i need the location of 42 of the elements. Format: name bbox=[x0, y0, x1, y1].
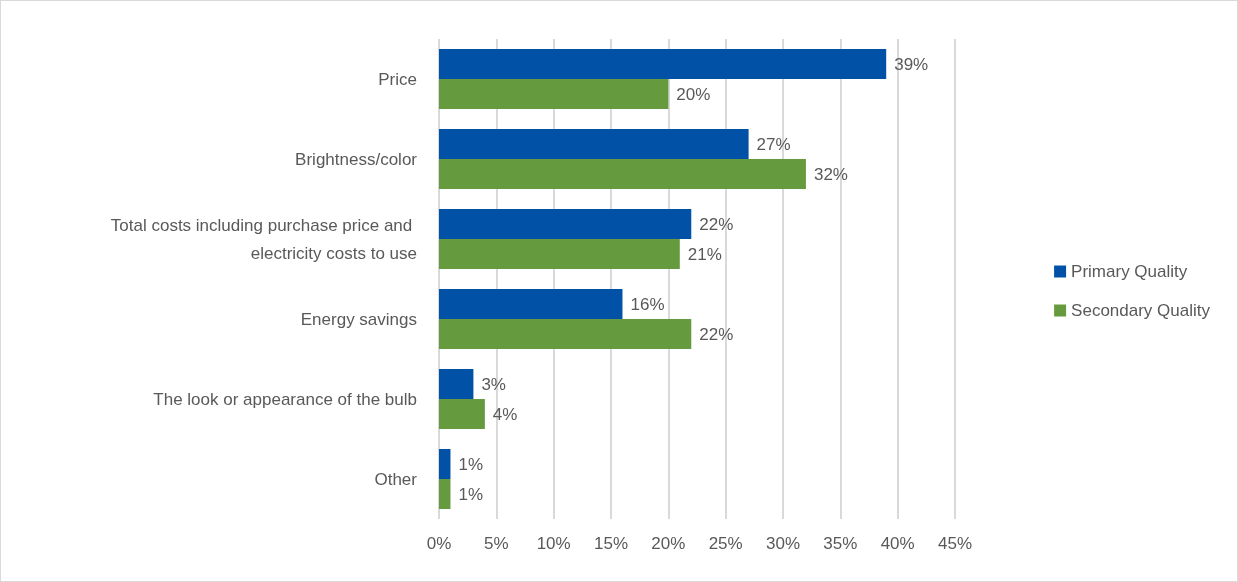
bar bbox=[439, 399, 485, 429]
y-tick-label: The look or appearance of the bulb bbox=[153, 389, 417, 409]
y-tick-label: Energy savings bbox=[300, 309, 417, 329]
data-label: 3% bbox=[481, 374, 506, 394]
bar bbox=[439, 319, 692, 349]
y-tick-label: Brightness/color bbox=[295, 149, 418, 169]
x-tick-label: 30% bbox=[765, 534, 801, 553]
data-label: 4% bbox=[492, 404, 518, 424]
data-label: 39% bbox=[894, 54, 929, 74]
bar bbox=[439, 49, 887, 79]
legend-label: Secondary Quality bbox=[1071, 301, 1211, 320]
data-label: 27% bbox=[756, 134, 791, 154]
x-tick-label: 40% bbox=[880, 534, 915, 553]
bar bbox=[439, 239, 680, 269]
bar bbox=[439, 369, 474, 399]
x-tick-label: 10% bbox=[536, 534, 571, 553]
legend-label: Primary Quality bbox=[1071, 262, 1188, 281]
bar bbox=[439, 479, 451, 509]
data-label: 20% bbox=[676, 84, 711, 104]
bar bbox=[439, 209, 692, 239]
bar bbox=[439, 449, 451, 479]
x-tick-label: 20% bbox=[651, 534, 686, 553]
data-label: 22% bbox=[699, 324, 734, 344]
x-tick-label: 25% bbox=[708, 534, 743, 553]
data-label: 22% bbox=[699, 214, 734, 234]
bar bbox=[439, 79, 669, 109]
y-tick-label: Other bbox=[374, 469, 418, 489]
data-label: 1% bbox=[458, 454, 484, 474]
data-label: 16% bbox=[630, 294, 665, 314]
data-label: 21% bbox=[687, 244, 722, 264]
x-tick-label: 45% bbox=[937, 534, 973, 553]
y-tick-label: Total costs including purchase price and electricity costs to use bbox=[110, 215, 417, 263]
bar bbox=[439, 289, 623, 319]
x-tick-label: 0% bbox=[426, 534, 452, 553]
x-tick-label: 15% bbox=[593, 534, 629, 553]
bar bbox=[439, 159, 806, 189]
data-label: 32% bbox=[813, 164, 848, 184]
y-tick-label: Price bbox=[378, 69, 417, 89]
bar bbox=[439, 129, 749, 159]
data-label: 1% bbox=[458, 484, 484, 504]
x-tick-label: 5% bbox=[484, 534, 509, 553]
x-tick-label: 35% bbox=[823, 534, 858, 553]
